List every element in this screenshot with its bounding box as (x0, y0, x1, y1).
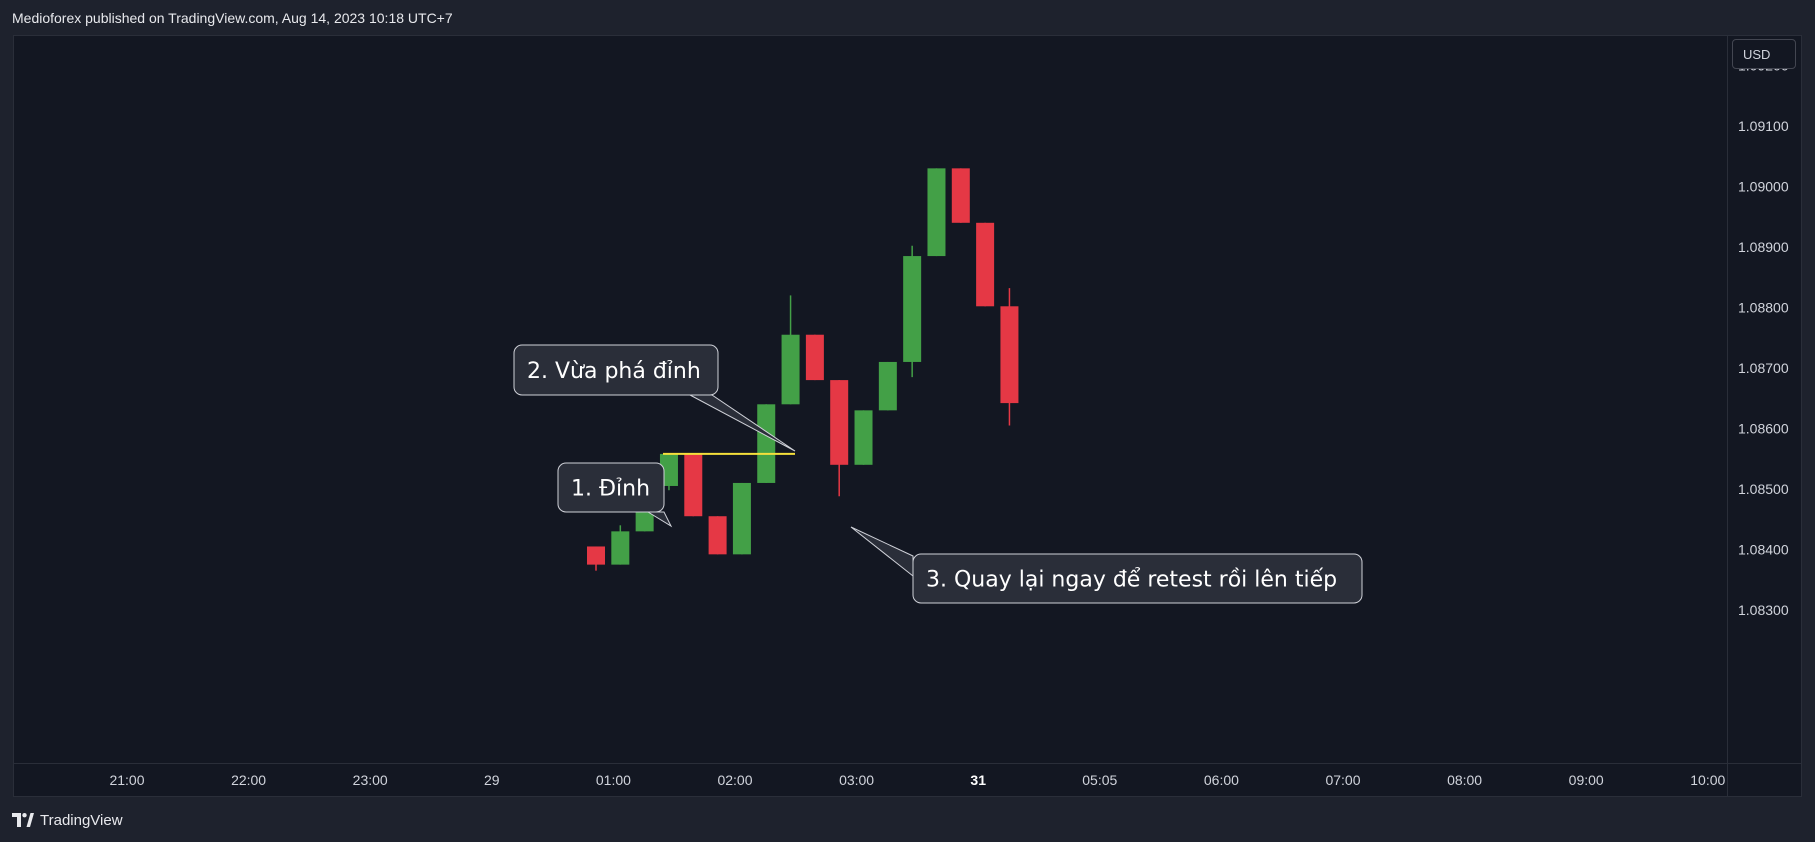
candle-body (611, 531, 630, 565)
y-tick-label: 1.08900 (1738, 239, 1789, 255)
y-tick-label: 1.09100 (1738, 118, 1789, 134)
candle-body (951, 168, 970, 223)
x-tick-label: 31 (970, 772, 986, 788)
candle (708, 516, 727, 555)
candle-body (903, 256, 922, 362)
annotation-callout[interactable]: 2. Vừa phá đỉnh (513, 344, 796, 452)
candle-body (757, 404, 776, 483)
candle (854, 410, 873, 465)
x-tick-label: 29 (484, 772, 500, 788)
chart-frame[interactable] (13, 35, 1802, 797)
candle (927, 168, 946, 257)
callout-box (513, 344, 719, 396)
candle-body (830, 380, 849, 465)
candle (684, 453, 703, 517)
x-tick-label: 09:00 (1569, 772, 1604, 788)
annotation-callout[interactable]: 1. Đỉnh (557, 462, 673, 528)
y-tick-label: 1.08300 (1738, 602, 1789, 618)
callout-text: 3. Quay lại ngay để retest rồi lên tiếp (926, 568, 1337, 593)
candle-body (927, 168, 946, 257)
y-tick-label: 1.08400 (1738, 542, 1789, 558)
candle (976, 222, 995, 307)
candle (878, 361, 897, 411)
candle (805, 334, 824, 381)
y-tick-label: 1.08800 (1738, 300, 1789, 316)
candle (611, 525, 630, 565)
candle (757, 404, 776, 483)
callout-pointer (850, 526, 914, 578)
footer-brand: TradingView (40, 811, 123, 829)
x-tick-label: 07:00 (1325, 772, 1360, 788)
candle-body (708, 516, 727, 555)
currency-badge[interactable]: USD (1732, 39, 1796, 69)
publish-header: Medioforex published on TradingView.com,… (12, 10, 453, 26)
tradingview-logo-icon (12, 813, 34, 827)
candle (587, 546, 605, 571)
x-tick-label: 05:05 (1082, 772, 1117, 788)
candle-body (1000, 306, 1019, 404)
x-tick-label: 22:00 (231, 772, 266, 788)
y-tick-label: 1.08600 (1738, 421, 1789, 437)
callout-box (557, 462, 665, 513)
candle-body (732, 482, 751, 555)
price-axis[interactable]: 1.092001.091001.090001.089001.088001.087… (1738, 58, 1789, 619)
y-tick-label: 1.08500 (1738, 481, 1789, 497)
candle-body (684, 453, 703, 517)
candle (732, 482, 751, 555)
x-tick-label: 08:00 (1447, 772, 1482, 788)
x-tick-label: 01:00 (596, 772, 631, 788)
candle-body (805, 334, 824, 381)
callouts-layer: 1. Đỉnh 2. Vừa phá đỉnh 3. Quay lại ngay đ… (513, 344, 1363, 604)
callout-box (912, 553, 1363, 604)
time-axis[interactable]: 21:00 22:00 23:00 29 01:00 02:00 03:00 31 05:05 0… (109, 772, 1725, 788)
x-tick-label: 21:00 (109, 772, 144, 788)
x-tick-label: 10:00 (1690, 772, 1725, 788)
x-tick-label: 23:00 (353, 772, 388, 788)
x-tick-label: 02:00 (717, 772, 752, 788)
x-tick-label: 06:00 (1204, 772, 1239, 788)
callout-text: 2. Vừa phá đỉnh (527, 359, 701, 384)
y-tick-label: 1.08700 (1738, 360, 1789, 376)
annotation-callout[interactable]: 3. Quay lại ngay để retest rồi lên tiếp (850, 526, 1363, 604)
candle-body (587, 546, 605, 565)
candle (781, 295, 800, 405)
callout-pointer (689, 394, 796, 452)
footer: TradingView (12, 808, 123, 832)
candle-body (781, 334, 800, 405)
candle (951, 168, 970, 223)
callout-text: 1. Đỉnh (571, 477, 650, 502)
candle (830, 380, 849, 497)
candle-body (854, 410, 873, 465)
y-tick-label: 1.09000 (1738, 179, 1789, 195)
x-tick-label: 03:00 (839, 772, 874, 788)
candle (903, 245, 922, 378)
candle (1000, 288, 1019, 426)
candle-body (878, 361, 897, 411)
candle-body (976, 222, 995, 307)
candles-layer (587, 168, 1019, 571)
